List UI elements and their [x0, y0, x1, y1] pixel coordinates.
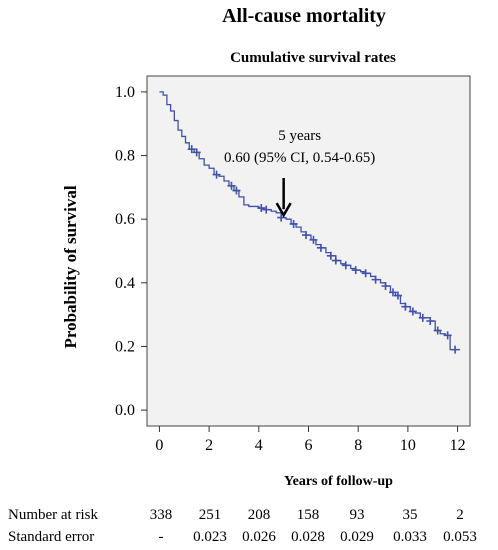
risk-cell: 251: [199, 507, 222, 523]
censor-mark: [262, 205, 271, 214]
risk-cell: 0.053: [443, 529, 477, 545]
x-tick-label: 10: [400, 437, 416, 454]
x-axis-label: Years of follow-up: [284, 474, 393, 489]
censor-mark: [331, 256, 340, 265]
arrow-head: [275, 202, 292, 218]
x-tick-label: 6: [305, 437, 313, 454]
censor-mark: [192, 148, 201, 157]
risk-cell: 2: [456, 507, 464, 523]
censor-mark: [302, 231, 311, 240]
censor-mark: [381, 282, 390, 290]
y-tick-label: 1.0: [115, 84, 135, 101]
risk-cell: 0.029: [340, 529, 374, 545]
risk-cell: 0.028: [291, 529, 325, 545]
censor-mark: [426, 317, 435, 325]
x-tick-label: 8: [354, 437, 362, 454]
plot-area: [146, 75, 471, 427]
annotation-line1: 5 years: [278, 128, 321, 144]
censor-mark: [361, 269, 370, 278]
x-axis: 0 2 4 6 8 10 12: [155, 426, 466, 454]
risk-cell: 35: [403, 507, 418, 523]
risk-cell: 0.026: [242, 529, 276, 545]
risk-cell: 158: [297, 507, 320, 523]
censor-mark: [316, 243, 325, 252]
x-tick-label: 0: [155, 437, 163, 454]
censor-mark: [393, 291, 402, 300]
censor-mark: [187, 145, 196, 154]
censor-mark: [277, 213, 286, 222]
risk-table: Number at risk 338 251 208 158 93 35 2 Standard …: [8, 507, 477, 545]
censor-mark: [433, 326, 442, 335]
censor-mark: [371, 275, 380, 284]
censor-mark: [257, 204, 266, 213]
risk-row-label: Number at risk: [8, 507, 98, 523]
censor-mark: [309, 235, 318, 244]
censor-mark: [451, 345, 460, 354]
censor-mark: [227, 181, 236, 190]
censor-mark: [443, 331, 452, 340]
annotation-line2: 0.60 (95% CI, 0.54-0.65): [224, 150, 375, 166]
y-tick-label: 0.4: [115, 275, 135, 292]
x-tick-label: 2: [205, 437, 213, 454]
risk-cell: 93: [350, 507, 365, 523]
risk-cell: -: [159, 529, 164, 545]
censor-mark: [351, 266, 360, 275]
risk-cell: 338: [150, 507, 173, 523]
censor-mark: [289, 219, 298, 228]
chart-title: All-cause mortality: [222, 5, 386, 27]
censor-mark: [418, 313, 427, 322]
y-tick-label: 0.2: [115, 338, 135, 355]
chart-subtitle: Cumulative survival rates: [230, 50, 396, 66]
annotation-arrow: [275, 178, 292, 218]
y-tick-label: 0.0: [115, 402, 135, 419]
risk-cell: 208: [248, 507, 271, 523]
risk-cell: 0.033: [393, 529, 427, 545]
x-tick-label: 12: [450, 437, 466, 454]
censor-mark: [341, 261, 350, 270]
risk-row-label: Standard error: [8, 529, 94, 545]
censor-marks: [187, 145, 460, 354]
y-tick-label: 0.8: [115, 148, 135, 165]
y-axis: 0.0 0.2 0.4 0.6 0.8 1.0: [115, 84, 147, 419]
censor-mark: [232, 186, 241, 195]
censor-mark: [326, 251, 335, 260]
censor-mark: [401, 302, 410, 311]
censor-mark: [388, 288, 397, 297]
y-tick-label: 0.6: [115, 211, 135, 228]
risk-cell: 0.023: [193, 529, 227, 545]
x-tick-label: 4: [255, 437, 263, 454]
y-axis-label: Probability of survival: [61, 185, 80, 348]
censor-mark: [408, 307, 417, 316]
censor-mark: [212, 170, 221, 179]
